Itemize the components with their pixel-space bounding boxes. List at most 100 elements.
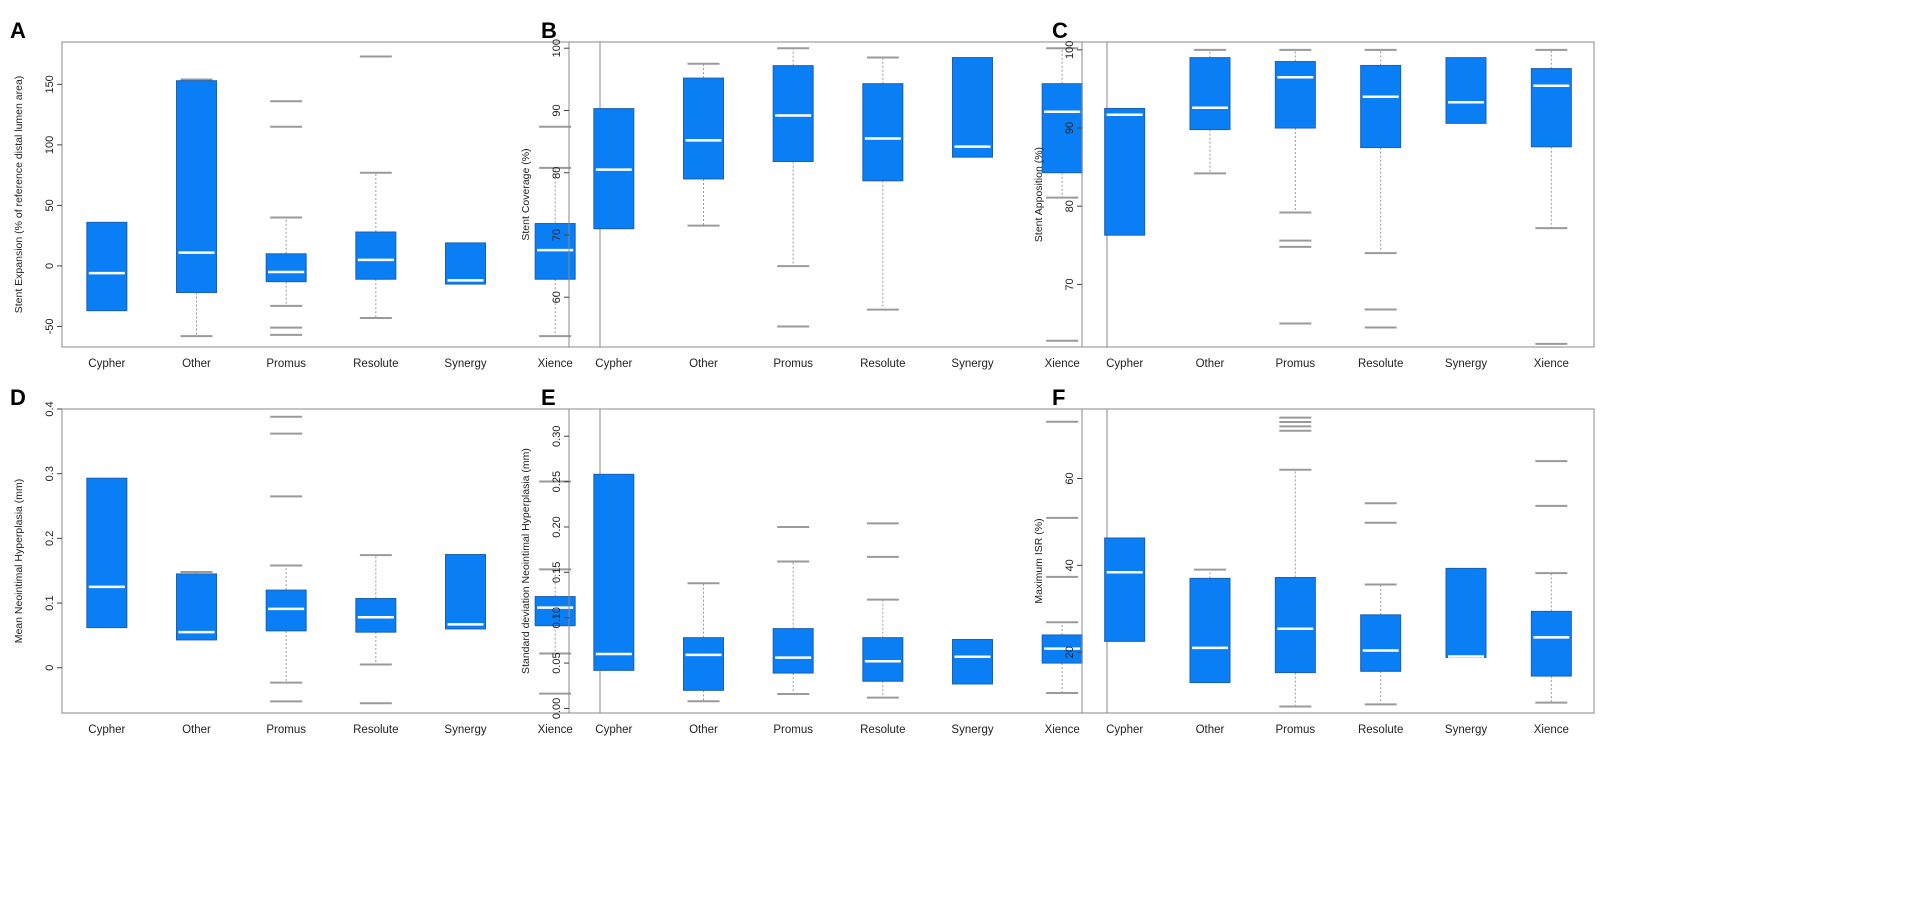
x-category-label: Xience xyxy=(538,724,573,736)
y-tick-label: 50 xyxy=(44,199,56,211)
y-axis-title: Mean Neointimal Hyperplasia (mm) xyxy=(13,479,25,644)
y-tick-label: 60 xyxy=(1064,472,1076,484)
x-category-label: Synergy xyxy=(1445,724,1487,736)
iqr-box xyxy=(1445,567,1487,658)
iqr-box xyxy=(355,231,397,280)
iqr-box xyxy=(1360,614,1402,672)
y-tick-label: 0.15 xyxy=(551,562,563,583)
panel-c: C 70 80 90 100 Stent Apposition (%) Cypher Othe… xyxy=(1033,18,1595,370)
y-axis-title: Maximum ISR (%) xyxy=(1033,518,1045,603)
panel-f: F 20 40 60 Maximum ISR (%) Cypher Other Promus R… xyxy=(1033,385,1595,736)
box-cypher xyxy=(1104,107,1146,236)
box-xience xyxy=(1530,460,1572,704)
box-synergy xyxy=(1445,567,1487,658)
x-category-label: Promus xyxy=(773,358,813,370)
iqr-box xyxy=(1445,57,1487,124)
x-category-label: Other xyxy=(182,724,211,736)
y-tick-label: 0 xyxy=(44,665,56,671)
x-category-label: Xience xyxy=(1534,358,1569,370)
y-tick-label: 0.00 xyxy=(551,698,563,719)
box-cypher xyxy=(593,108,635,230)
box-other xyxy=(1189,48,1231,175)
box-other xyxy=(176,570,217,641)
iqr-box xyxy=(1530,610,1572,677)
y-tick-label: -50 xyxy=(44,318,56,334)
plot-frame xyxy=(568,41,1108,348)
iqr-box xyxy=(1189,57,1231,131)
y-tick-label: 40 xyxy=(1064,559,1076,571)
box-resolute xyxy=(862,56,904,311)
panel-a: A -50 0 50 100 150 Stent Expansion (% of refer… xyxy=(10,18,601,370)
box-synergy xyxy=(1445,57,1487,124)
iqr-box xyxy=(593,473,635,671)
x-category-label: Other xyxy=(689,724,718,736)
y-tick-label: 0 xyxy=(44,263,56,269)
iqr-box xyxy=(683,637,724,691)
y-axis-title: Stent Coverage (%) xyxy=(520,148,532,240)
x-category-label: Xience xyxy=(1045,358,1080,370)
iqr-box xyxy=(1041,83,1083,174)
box-cypher xyxy=(593,473,635,671)
iqr-box xyxy=(445,554,486,630)
panel-letter: E xyxy=(541,385,556,410)
y-tick-label: 0.4 xyxy=(44,401,56,416)
y-tick-label: 70 xyxy=(1064,278,1076,290)
box-promus xyxy=(772,525,814,695)
x-category-label: Other xyxy=(1196,724,1225,736)
plot-frame xyxy=(1081,41,1595,348)
iqr-box xyxy=(683,77,724,180)
panel-letter: D xyxy=(10,385,26,410)
x-category-label: Other xyxy=(1196,358,1225,370)
box-resolute xyxy=(1360,502,1402,706)
box-synergy xyxy=(952,638,993,685)
iqr-box xyxy=(1104,107,1146,236)
y-tick-label: 80 xyxy=(551,167,563,179)
y-tick-label: 100 xyxy=(551,39,563,57)
box-other xyxy=(683,62,724,227)
box-synergy xyxy=(445,554,486,630)
x-category-label: Promus xyxy=(1276,358,1316,370)
y-axis-title: Standard deviation Neointimal Hyperplasi… xyxy=(520,448,532,674)
iqr-box xyxy=(86,221,128,312)
panel-letter: B xyxy=(541,18,557,43)
box-other xyxy=(1189,568,1231,684)
box-synergy xyxy=(445,242,486,285)
x-category-label: Cypher xyxy=(88,358,125,370)
x-category-label: Promus xyxy=(266,358,306,370)
x-category-label: Cypher xyxy=(1106,724,1143,736)
x-category-label: Xience xyxy=(538,358,573,370)
box-other xyxy=(683,582,724,703)
iqr-box xyxy=(772,628,814,674)
iqr-box xyxy=(1530,68,1572,148)
iqr-box xyxy=(1360,64,1402,149)
x-category-label: Synergy xyxy=(1445,358,1487,370)
y-tick-label: 100 xyxy=(1064,41,1076,59)
box-xience xyxy=(1041,420,1083,695)
x-category-label: Resolute xyxy=(353,724,398,736)
box-promus xyxy=(1274,416,1316,708)
panel-d: D 0 0.1 0.2 0.3 0.4 Mean Neointimal Hyperplasi… xyxy=(10,385,601,736)
iqr-box xyxy=(1189,577,1231,684)
x-category-label: Resolute xyxy=(860,358,905,370)
x-category-label: Promus xyxy=(773,724,813,736)
box-xience xyxy=(1530,48,1572,345)
box-promus xyxy=(1274,48,1316,325)
x-category-label: Xience xyxy=(1534,724,1569,736)
iqr-box xyxy=(265,589,307,632)
y-tick-label: 100 xyxy=(44,136,56,154)
y-tick-label: 0.20 xyxy=(551,516,563,537)
x-category-label: Other xyxy=(689,358,718,370)
y-tick-label: 20 xyxy=(1064,646,1076,658)
iqr-box xyxy=(176,573,217,641)
panel-letter: C xyxy=(1052,18,1068,43)
x-category-label: Resolute xyxy=(353,358,398,370)
y-tick-label: 90 xyxy=(1064,122,1076,134)
box-resolute xyxy=(862,522,904,699)
x-category-label: Resolute xyxy=(1358,724,1403,736)
y-tick-label: 90 xyxy=(551,104,563,116)
panel-letter: A xyxy=(10,18,26,43)
y-axis-title: Stent Apposition (%) xyxy=(1033,147,1045,242)
y-tick-label: 0.25 xyxy=(551,471,563,492)
iqr-box xyxy=(1274,61,1316,129)
